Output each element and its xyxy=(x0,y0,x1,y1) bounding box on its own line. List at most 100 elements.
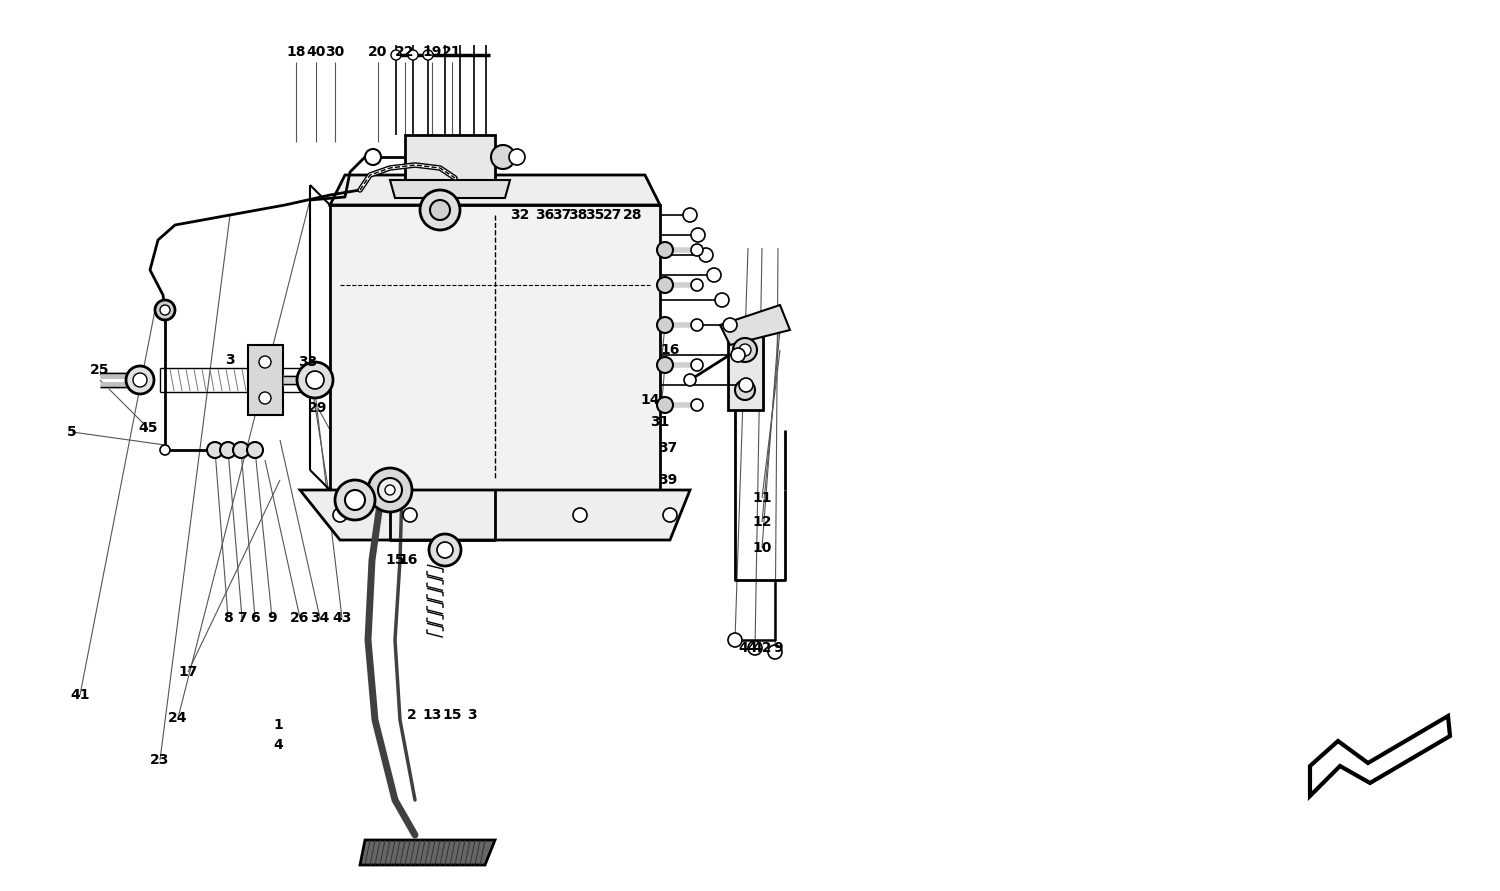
Circle shape xyxy=(748,641,762,655)
Polygon shape xyxy=(330,175,660,205)
Text: 37: 37 xyxy=(552,208,572,222)
Circle shape xyxy=(260,356,272,368)
Circle shape xyxy=(430,200,450,220)
Circle shape xyxy=(404,508,417,522)
Text: 20: 20 xyxy=(369,45,387,59)
Circle shape xyxy=(423,50,433,60)
Text: 15: 15 xyxy=(442,708,462,722)
Text: 10: 10 xyxy=(753,541,771,555)
Text: 42: 42 xyxy=(752,641,771,655)
Text: 41: 41 xyxy=(70,688,90,702)
Text: 18: 18 xyxy=(286,45,306,59)
Text: 9: 9 xyxy=(772,641,783,655)
Circle shape xyxy=(699,248,712,262)
Text: 19: 19 xyxy=(423,45,441,59)
Text: 16: 16 xyxy=(399,553,417,567)
Text: 43: 43 xyxy=(333,611,351,625)
Text: 25: 25 xyxy=(90,363,110,377)
Text: 22: 22 xyxy=(396,45,414,59)
Text: 45: 45 xyxy=(138,421,158,435)
Text: 3: 3 xyxy=(225,353,236,367)
Circle shape xyxy=(684,374,696,386)
Text: 44: 44 xyxy=(738,641,758,655)
Text: 11: 11 xyxy=(752,491,771,505)
Text: 28: 28 xyxy=(624,208,642,222)
Text: 30: 30 xyxy=(326,45,345,59)
Text: 17: 17 xyxy=(178,665,198,679)
Circle shape xyxy=(154,300,176,320)
Circle shape xyxy=(657,242,674,258)
Circle shape xyxy=(386,485,394,495)
Circle shape xyxy=(220,442,236,458)
Circle shape xyxy=(692,279,703,291)
Circle shape xyxy=(306,371,324,389)
Circle shape xyxy=(740,344,752,356)
Text: 8: 8 xyxy=(224,611,232,625)
Text: 13: 13 xyxy=(423,708,441,722)
Text: 38: 38 xyxy=(568,208,588,222)
Circle shape xyxy=(657,397,674,413)
Circle shape xyxy=(657,357,674,373)
Circle shape xyxy=(297,362,333,398)
Text: 29: 29 xyxy=(309,401,327,415)
Circle shape xyxy=(490,145,514,169)
Circle shape xyxy=(692,319,703,331)
Text: 39: 39 xyxy=(658,473,678,487)
Text: 33: 33 xyxy=(298,355,318,369)
Text: 23: 23 xyxy=(150,753,170,767)
Circle shape xyxy=(692,359,703,371)
Circle shape xyxy=(160,445,170,455)
Bar xyxy=(330,205,660,490)
Circle shape xyxy=(392,50,400,60)
Circle shape xyxy=(436,542,453,558)
Text: 26: 26 xyxy=(291,611,309,625)
Circle shape xyxy=(260,392,272,404)
Circle shape xyxy=(243,445,254,455)
Polygon shape xyxy=(300,490,690,540)
Circle shape xyxy=(730,348,746,362)
Circle shape xyxy=(657,277,674,293)
Text: 12: 12 xyxy=(752,515,771,529)
Polygon shape xyxy=(360,840,495,865)
Circle shape xyxy=(368,468,413,512)
Circle shape xyxy=(134,373,147,387)
Circle shape xyxy=(716,293,729,307)
Text: 14: 14 xyxy=(640,393,660,407)
Circle shape xyxy=(706,268,722,282)
Circle shape xyxy=(663,508,676,522)
Circle shape xyxy=(420,190,460,230)
Text: 36: 36 xyxy=(536,208,555,222)
Circle shape xyxy=(207,442,224,458)
Circle shape xyxy=(334,480,375,520)
Circle shape xyxy=(232,442,249,458)
Circle shape xyxy=(692,228,705,242)
Circle shape xyxy=(692,244,703,256)
Bar xyxy=(405,135,495,180)
Text: 4: 4 xyxy=(273,738,284,752)
Text: 34: 34 xyxy=(310,611,330,625)
Circle shape xyxy=(160,305,170,315)
Text: 32: 32 xyxy=(510,208,530,222)
Circle shape xyxy=(333,508,346,522)
Text: 2: 2 xyxy=(406,708,417,722)
Text: 9: 9 xyxy=(267,611,278,625)
Text: 24: 24 xyxy=(168,711,188,725)
Text: 27: 27 xyxy=(603,208,622,222)
Bar xyxy=(248,345,284,415)
Circle shape xyxy=(248,442,262,458)
Text: 5: 5 xyxy=(68,425,76,439)
Text: 16: 16 xyxy=(660,343,680,357)
Circle shape xyxy=(345,490,364,510)
Text: 1: 1 xyxy=(273,718,284,732)
Circle shape xyxy=(364,149,381,165)
Circle shape xyxy=(735,380,754,400)
Text: 3: 3 xyxy=(466,708,477,722)
Circle shape xyxy=(734,338,758,362)
Circle shape xyxy=(723,318,736,332)
Text: 6: 6 xyxy=(251,611,260,625)
Text: 15: 15 xyxy=(386,553,405,567)
Circle shape xyxy=(573,508,586,522)
Text: 7: 7 xyxy=(237,611,248,625)
Circle shape xyxy=(378,478,402,502)
Circle shape xyxy=(768,645,782,659)
